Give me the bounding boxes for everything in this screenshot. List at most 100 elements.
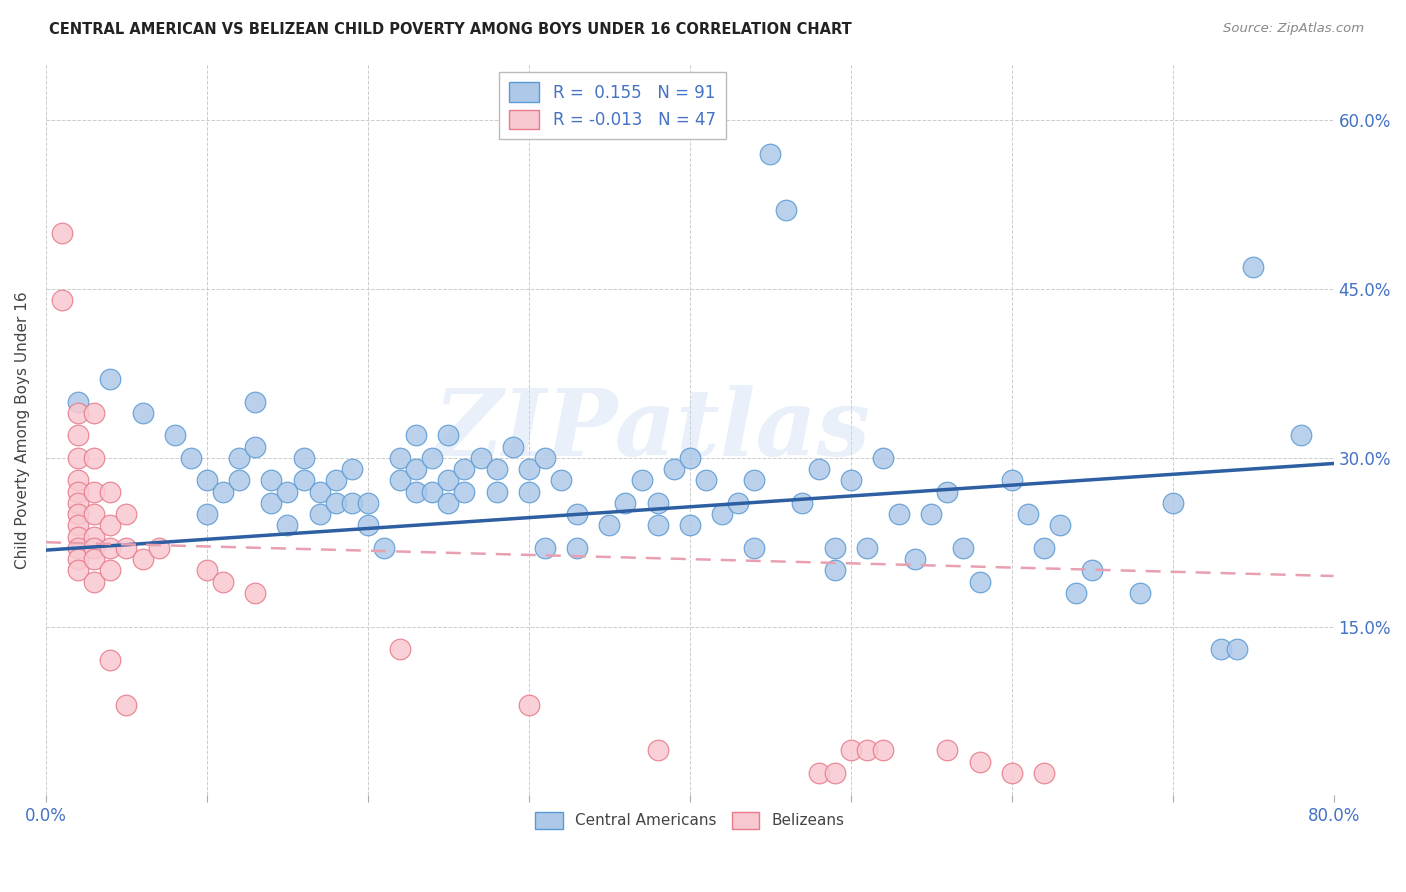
Text: Source: ZipAtlas.com: Source: ZipAtlas.com [1223,22,1364,36]
Point [727,496,749,510]
Point [340,462,363,476]
Point [662,462,685,476]
Point [389,450,412,465]
Point [163,428,186,442]
Point [98,372,121,386]
Point [67,563,90,577]
Point [872,743,894,757]
Point [373,541,395,555]
Point [260,496,283,510]
Point [695,474,717,488]
Point [245,586,267,600]
Point [1241,260,1264,274]
Point [1049,518,1071,533]
Point [98,541,121,555]
Point [98,518,121,533]
Point [131,406,153,420]
Point [614,496,637,510]
Point [1001,474,1024,488]
Point [952,541,974,555]
Point [83,574,105,589]
Point [308,507,330,521]
Point [67,518,90,533]
Point [195,474,218,488]
Point [51,226,73,240]
Point [807,765,830,780]
Point [115,507,138,521]
Point [245,440,267,454]
Point [357,496,380,510]
Point [340,496,363,510]
Point [647,518,669,533]
Point [485,484,508,499]
Point [357,518,380,533]
Point [67,474,90,488]
Point [148,541,170,555]
Point [67,507,90,521]
Point [904,552,927,566]
Point [887,507,910,521]
Point [647,496,669,510]
Point [1032,765,1054,780]
Point [920,507,942,521]
Point [405,484,427,499]
Point [1032,541,1054,555]
Point [131,552,153,566]
Point [742,474,765,488]
Y-axis label: Child Poverty Among Boys Under 16: Child Poverty Among Boys Under 16 [15,291,30,568]
Point [742,541,765,555]
Point [775,203,797,218]
Point [51,293,73,308]
Point [325,496,347,510]
Point [389,642,412,657]
Point [389,474,412,488]
Point [936,743,959,757]
Point [67,530,90,544]
Point [550,474,572,488]
Point [824,765,846,780]
Point [517,462,540,476]
Point [936,484,959,499]
Point [83,541,105,555]
Point [67,484,90,499]
Point [453,484,475,499]
Point [67,450,90,465]
Point [437,474,460,488]
Point [437,496,460,510]
Point [502,440,524,454]
Point [67,394,90,409]
Point [1064,586,1087,600]
Point [115,698,138,713]
Point [276,484,298,499]
Point [969,574,991,589]
Point [453,462,475,476]
Point [807,462,830,476]
Point [67,552,90,566]
Point [437,428,460,442]
Point [98,484,121,499]
Point [292,474,315,488]
Point [679,518,702,533]
Point [420,484,443,499]
Point [83,484,105,499]
Point [792,496,814,510]
Point [534,541,557,555]
Point [228,450,250,465]
Point [405,428,427,442]
Point [115,541,138,555]
Point [83,406,105,420]
Point [711,507,734,521]
Point [276,518,298,533]
Point [292,450,315,465]
Point [534,450,557,465]
Point [517,698,540,713]
Point [1291,428,1313,442]
Point [598,518,620,533]
Point [969,755,991,769]
Point [325,474,347,488]
Point [67,496,90,510]
Point [308,484,330,499]
Point [679,450,702,465]
Point [565,507,588,521]
Point [420,450,443,465]
